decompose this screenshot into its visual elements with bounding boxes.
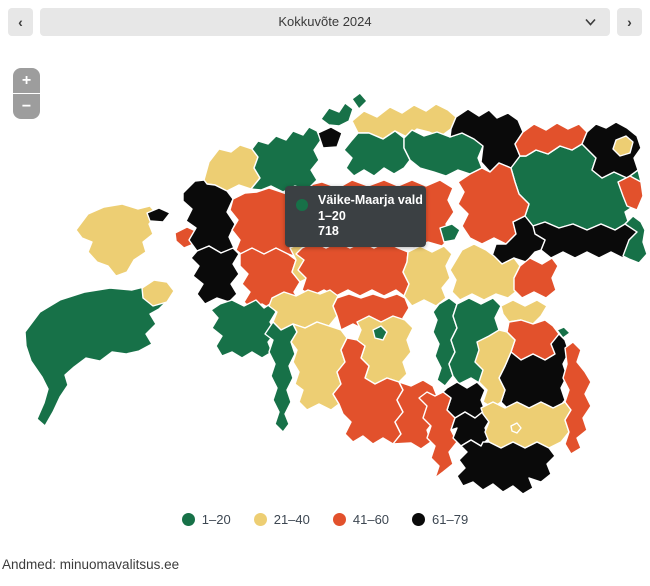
zoom-out-button[interactable]: −	[13, 94, 40, 119]
chevron-down-icon	[585, 18, 596, 26]
choropleth-svg	[24, 92, 648, 495]
map-region[interactable]	[456, 439, 556, 495]
tooltip-category-dot	[296, 199, 308, 211]
legend-dot	[253, 513, 267, 526]
map-region[interactable]	[449, 243, 521, 301]
map-region[interactable]	[343, 130, 411, 177]
map-region[interactable]	[75, 203, 158, 277]
previous-button[interactable]: ‹	[8, 8, 33, 36]
map-region[interactable]	[351, 92, 368, 110]
map-region[interactable]	[514, 122, 588, 157]
map-region[interactable]	[513, 257, 559, 299]
map-region[interactable]	[250, 126, 322, 193]
map-region[interactable]	[317, 126, 343, 149]
map-region[interactable]	[500, 299, 548, 325]
map-region[interactable]	[290, 321, 348, 411]
map-region[interactable]	[372, 325, 388, 341]
legend-item: 61–79	[412, 512, 468, 527]
legend-dot	[181, 513, 195, 526]
map-region[interactable]	[190, 245, 240, 305]
map-region[interactable]	[480, 401, 572, 449]
legend-item: 21–40	[253, 512, 310, 527]
estonia-map	[0, 48, 650, 508]
map-region[interactable]	[268, 289, 339, 331]
map-region[interactable]	[622, 215, 648, 264]
map-region[interactable]	[295, 241, 410, 297]
map-region[interactable]	[210, 299, 277, 359]
legend-item: 1–20	[181, 512, 231, 527]
legend-label: 41–60	[352, 512, 390, 527]
map-region[interactable]	[510, 422, 522, 434]
legend-item: 41–60	[332, 512, 390, 527]
next-button[interactable]: ›	[617, 8, 642, 36]
map-region[interactable]	[402, 245, 453, 307]
map-region[interactable]	[562, 341, 592, 455]
period-dropdown[interactable]: Kokkuvõte 2024	[40, 8, 610, 36]
map-region[interactable]	[141, 279, 175, 307]
map-region[interactable]	[146, 207, 171, 223]
legend-label: 61–79	[432, 512, 469, 527]
map-region[interactable]	[612, 135, 634, 157]
tooltip-title: Väike-Maarja vald	[318, 193, 423, 207]
tooltip-range: 1–20	[318, 208, 346, 223]
zoom-in-button[interactable]: +	[13, 68, 40, 93]
map-zoom-controls: + −	[13, 68, 40, 119]
tooltip-value: 718	[318, 224, 339, 238]
header: ‹ Kokkuvõte 2024 ›	[0, 0, 650, 44]
map-region[interactable]	[439, 223, 461, 243]
map-region[interactable]	[474, 329, 516, 409]
map-tooltip: Väike-Maarja vald 1–20 718	[285, 186, 426, 247]
map-region[interactable]	[24, 285, 171, 427]
data-source-note: Andmed: minuomavalitsus.ee	[2, 557, 180, 572]
legend-label: 21–40	[273, 512, 310, 527]
map-region[interactable]	[617, 175, 644, 211]
legend-dot	[412, 513, 426, 526]
legend-dot	[332, 513, 346, 526]
period-dropdown-value: Kokkuvõte 2024	[278, 14, 372, 29]
legend-label: 1–20	[201, 512, 231, 527]
map-region[interactable]	[403, 129, 484, 177]
map-region[interactable]	[320, 102, 354, 127]
map-region[interactable]	[182, 179, 236, 254]
map-legend: 1–20 21–40 41–60 61–79	[0, 512, 650, 527]
